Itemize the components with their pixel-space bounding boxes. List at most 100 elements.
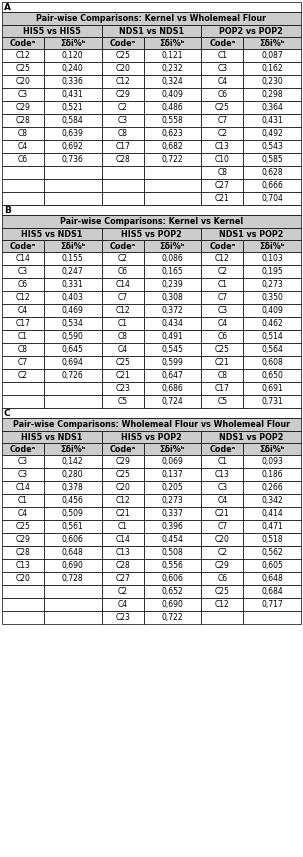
Bar: [201, 585, 243, 598]
Bar: [102, 88, 144, 101]
Bar: [2, 252, 44, 265]
Bar: [144, 304, 201, 317]
Text: Codeᵃ: Codeᵃ: [109, 39, 136, 47]
Text: 0,230: 0,230: [261, 77, 283, 86]
Bar: [243, 252, 301, 265]
Bar: [102, 265, 144, 278]
Text: C14: C14: [115, 535, 130, 544]
Text: 0,396: 0,396: [161, 522, 183, 531]
Text: C3: C3: [217, 64, 227, 73]
Text: 0,266: 0,266: [261, 483, 283, 492]
Text: 0,623: 0,623: [161, 129, 183, 138]
Text: C28: C28: [15, 548, 30, 557]
Bar: [243, 546, 301, 559]
Bar: [201, 455, 243, 468]
Text: 0,431: 0,431: [62, 90, 84, 99]
Bar: [2, 75, 44, 88]
Bar: [201, 382, 243, 395]
Text: 0,717: 0,717: [261, 600, 283, 609]
Text: 0,186: 0,186: [261, 470, 283, 479]
Text: NDS1 vs POP2: NDS1 vs POP2: [219, 433, 283, 441]
Bar: [201, 304, 243, 317]
Text: 0,647: 0,647: [161, 371, 183, 380]
Text: C3: C3: [118, 116, 128, 125]
Text: C2: C2: [118, 103, 128, 112]
Bar: [44, 520, 102, 533]
Text: 0,409: 0,409: [261, 306, 283, 315]
Bar: [102, 382, 144, 395]
Bar: [201, 533, 243, 546]
Text: 0,273: 0,273: [161, 496, 183, 505]
Bar: [44, 278, 102, 291]
Text: 0,280: 0,280: [62, 470, 84, 479]
Bar: [2, 278, 44, 291]
Bar: [44, 179, 102, 192]
Bar: [2, 507, 44, 520]
Text: C3: C3: [217, 483, 227, 492]
Bar: [201, 37, 243, 49]
Bar: [102, 252, 144, 265]
Bar: [144, 192, 201, 205]
Bar: [44, 304, 102, 317]
Text: 0,722: 0,722: [161, 155, 183, 164]
Bar: [44, 192, 102, 205]
Bar: [243, 153, 301, 166]
Text: 0,543: 0,543: [261, 142, 283, 151]
Bar: [102, 494, 144, 507]
Text: 0,694: 0,694: [62, 358, 84, 367]
Text: 0,454: 0,454: [161, 535, 183, 544]
Bar: [2, 431, 102, 443]
Bar: [243, 395, 301, 408]
Bar: [102, 330, 144, 343]
Bar: [102, 546, 144, 559]
Text: 0,562: 0,562: [261, 548, 283, 557]
Bar: [243, 114, 301, 127]
Bar: [44, 343, 102, 356]
Text: 0,378: 0,378: [62, 483, 84, 492]
Bar: [201, 114, 243, 127]
Bar: [201, 240, 243, 252]
Bar: [2, 88, 44, 101]
Text: C2: C2: [18, 371, 28, 380]
Bar: [2, 382, 44, 395]
Bar: [44, 317, 102, 330]
Text: 0,086: 0,086: [161, 254, 183, 263]
Bar: [102, 127, 144, 140]
Bar: [2, 559, 44, 572]
Text: HIS5 vs HIS5: HIS5 vs HIS5: [23, 27, 81, 35]
Bar: [243, 559, 301, 572]
Text: Codeᵃ: Codeᵃ: [109, 242, 136, 250]
Text: 0,372: 0,372: [161, 306, 183, 315]
Bar: [2, 215, 301, 228]
Bar: [201, 25, 301, 37]
Bar: [102, 179, 144, 192]
Bar: [2, 533, 44, 546]
Bar: [44, 572, 102, 585]
Text: C25: C25: [215, 587, 230, 596]
Text: C4: C4: [18, 306, 28, 315]
Text: C13: C13: [215, 470, 230, 479]
Text: 0,342: 0,342: [261, 496, 283, 505]
Text: C10: C10: [215, 155, 230, 164]
Bar: [2, 611, 44, 624]
Bar: [102, 140, 144, 153]
Text: 0,508: 0,508: [161, 548, 183, 557]
Bar: [102, 585, 144, 598]
Text: C14: C14: [15, 254, 30, 263]
Text: C21: C21: [115, 371, 130, 380]
Bar: [2, 179, 44, 192]
Bar: [44, 101, 102, 114]
Bar: [201, 153, 243, 166]
Text: 0,232: 0,232: [161, 64, 183, 73]
Text: 0,605: 0,605: [261, 561, 283, 570]
Text: 0,521: 0,521: [62, 103, 84, 112]
Text: C23: C23: [115, 613, 130, 622]
Text: C25: C25: [15, 522, 30, 531]
Bar: [243, 88, 301, 101]
Bar: [2, 546, 44, 559]
Bar: [201, 179, 243, 192]
Text: 0,561: 0,561: [62, 522, 84, 531]
Text: Codeᵃ: Codeᵃ: [209, 242, 235, 250]
Bar: [2, 343, 44, 356]
Text: C13: C13: [15, 561, 30, 570]
